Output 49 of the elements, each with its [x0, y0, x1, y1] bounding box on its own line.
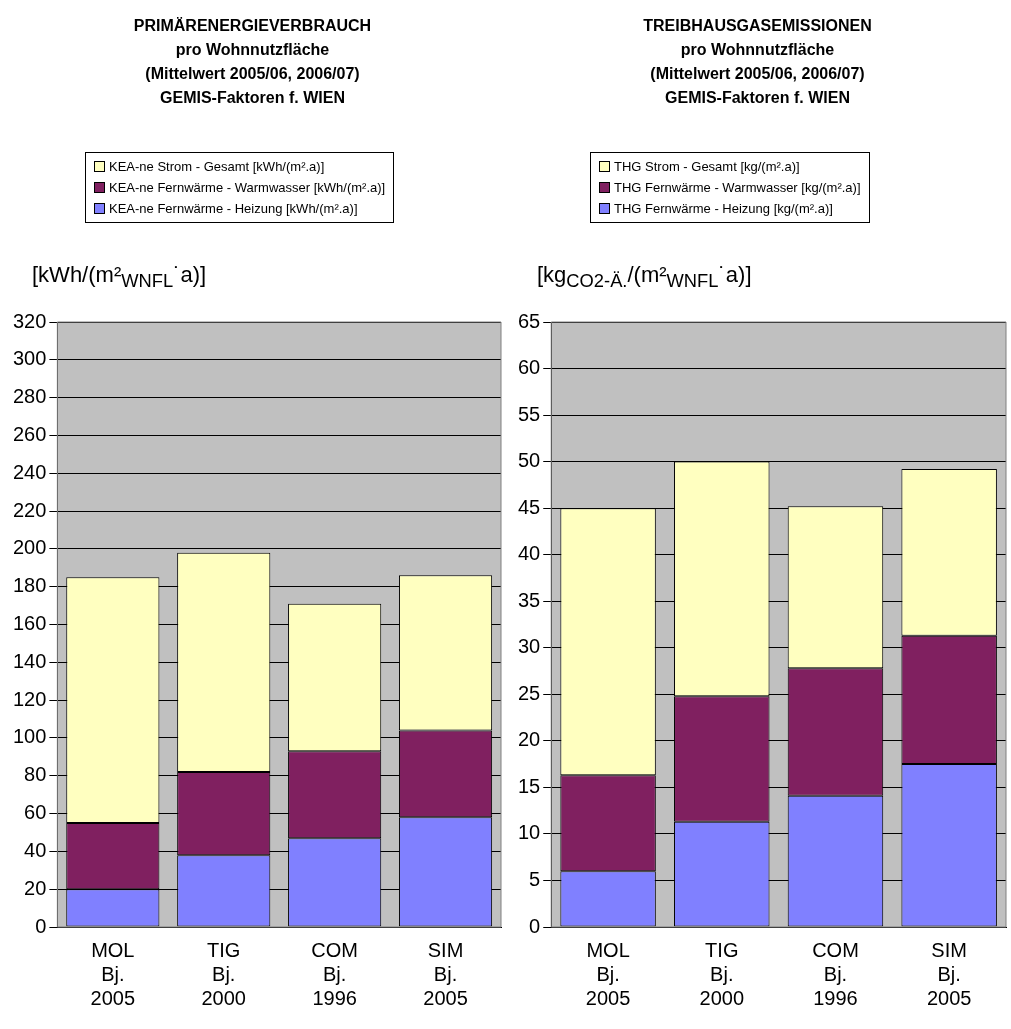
y-axis-title: [kg$_{CO2-Ä.}$/(m²$_{WNFL}$˙a)] — [537, 262, 752, 293]
y-tick-label: 40 — [518, 542, 541, 565]
y-tick-label: 180 — [12, 574, 47, 597]
y-axis-title: [kWh/(m²$_{WNFL}$˙a)] — [32, 262, 207, 293]
y-tick-label: 5 — [529, 867, 541, 890]
legend-label: THG Strom - Gesamt [kg/(m².a)] — [614, 159, 800, 174]
y-tick-label: 80 — [24, 763, 47, 786]
y-tick-label: 65 — [518, 309, 541, 332]
y-tick-label: 260 — [12, 422, 47, 445]
y-tick-label: 300 — [12, 347, 47, 370]
y-tick-label: 20 — [24, 876, 47, 899]
y-tick-label: 160 — [12, 612, 47, 635]
y-tick-label: 30 — [518, 635, 541, 658]
y-tick-label: 50 — [518, 449, 541, 472]
legend-label: THG Fernwärme - Heizung [kg/(m².a)] — [614, 201, 833, 216]
y-tick-label: 240 — [12, 460, 47, 483]
x-tick-label: COM Bj. 1996 — [311, 938, 358, 1009]
y-tick-label: 280 — [12, 385, 47, 408]
y-tick-label: 200 — [12, 536, 47, 559]
y-tick-label: 10 — [518, 821, 541, 844]
y-tick-label: 100 — [12, 725, 47, 748]
legend-label: KEA-ne Fernwärme - Warmwasser [kWh/(m².a)] — [109, 180, 386, 195]
y-tick-label: 25 — [518, 681, 541, 704]
x-tick-label: TIG Bj. 2000 — [699, 938, 745, 1009]
y-tick-label: 45 — [518, 495, 541, 518]
y-tick-label: 0 — [529, 914, 541, 937]
y-tick-label: 55 — [518, 402, 541, 425]
x-tick-label: SIM Bj. 2005 — [423, 938, 468, 1009]
y-tick-label: 0 — [35, 914, 47, 937]
legend-label: KEA-ne Fernwärme - Heizung [kWh/(m².a)] — [109, 201, 358, 216]
x-tick-label: COM Bj. 1996 — [812, 938, 859, 1009]
y-tick-label: 40 — [24, 838, 47, 861]
y-tick-label: 60 — [24, 801, 47, 824]
x-tick-label: TIG Bj. 2000 — [201, 938, 246, 1009]
y-tick-label: 140 — [12, 649, 47, 672]
x-tick-label: SIM Bj. 2005 — [926, 938, 972, 1009]
y-tick-label: 20 — [518, 728, 541, 751]
legend-label: KEA-ne Strom - Gesamt [kWh/(m².a)] — [109, 159, 325, 174]
legend-label: THG Fernwärme - Warmwasser [kg/(m².a)] — [614, 180, 861, 195]
y-tick-label: 220 — [12, 498, 47, 521]
y-tick-label: 60 — [518, 356, 541, 379]
y-tick-label: 120 — [12, 687, 47, 710]
y-tick-label: 35 — [518, 588, 541, 611]
y-tick-label: 15 — [518, 774, 541, 797]
y-tick-label: 320 — [12, 309, 47, 332]
chart-title: PRIMÄRENERGIEVERBRAUCH pro Wohnnutzfläche (Mittelwert 2005/06, 2006/07) GEMIS-Faktoren f. WIEN — [132, 16, 373, 108]
x-tick-label: MOL Bj. 2005 — [585, 938, 631, 1009]
x-tick-label: MOL Bj. 2005 — [90, 938, 136, 1009]
chart-title: TREIBHAUSGASEMISSIONEN pro Wohnnutzfläche (Mittelwert 2005/06, 2006/07) GEMIS-Faktoren f. WIEN — [642, 16, 873, 108]
